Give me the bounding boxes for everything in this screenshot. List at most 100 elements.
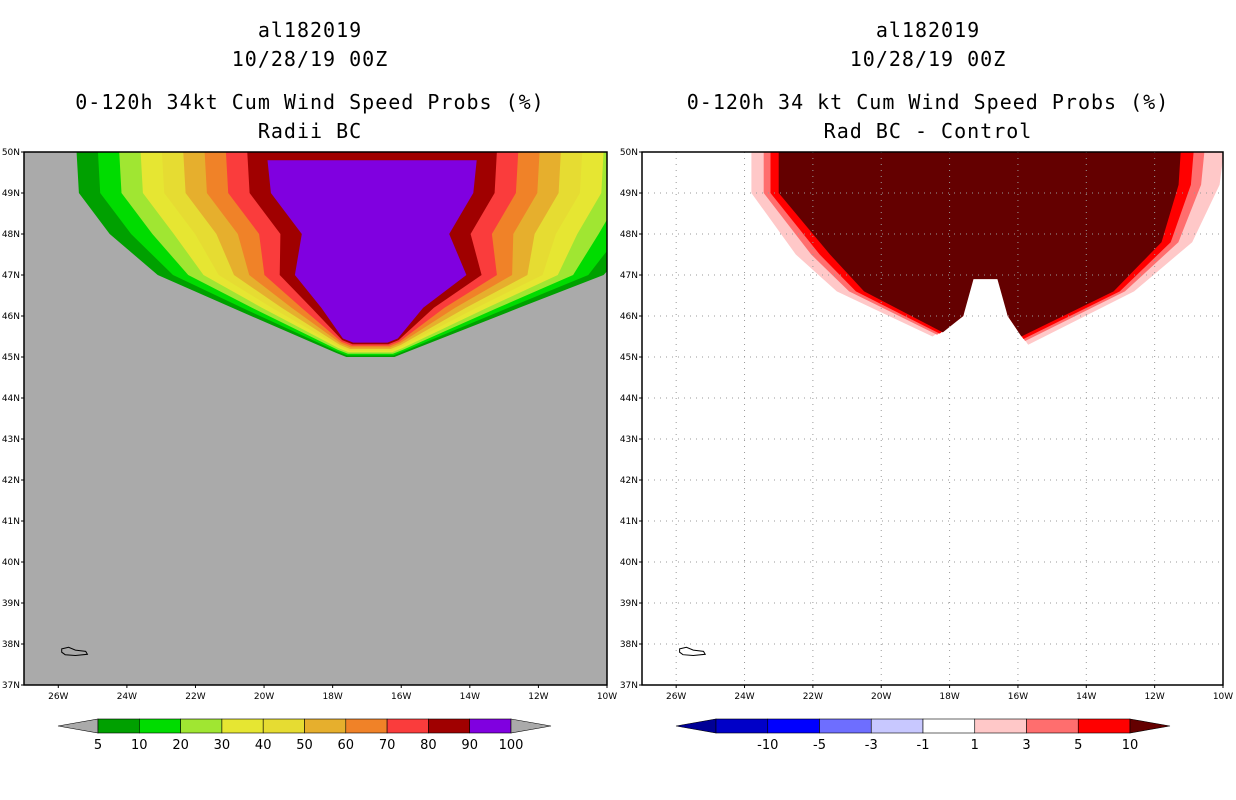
left-lon-label: 10W [597,692,617,702]
right-lat-label: 43N [620,435,638,445]
right-title: 0-120h 34 kt Cum Wind Speed Probs (%) [686,90,1170,114]
left-lat-label: 44N [2,394,20,404]
left-colorbar-label: 70 [379,738,396,753]
left-lat-label: 40N [2,558,20,568]
left-colorbar-label: 30 [214,738,231,753]
right-map-panel: 50N 49N 48N 47N 46N 45N 44N 43N 42N 41N 40N 39N 38N 3… [620,148,1233,702]
left-lat-label: 43N [2,435,20,445]
left-island-outline [61,646,89,657]
left-lat-label: 47N [2,271,20,281]
right-colorbar-swatch-4 [870,718,924,734]
right-lat-label: 46N [620,312,638,322]
right-colorbar-label: -1 [917,738,930,753]
right-colorbar-high-triangle [1129,718,1171,734]
left-subtitle: Radii BC [257,119,363,143]
right-lon-label: 22W [803,692,823,702]
left-lon-label: 12W [528,692,548,702]
left-storm-id: al182019 [257,18,363,42]
right-lat-label: 41N [620,517,638,527]
left-lat-label: 39N [2,599,20,609]
right-lat-label: 44N [620,394,638,404]
left-colorbar-label: 50 [296,738,313,753]
left-map-panel: 50N 49N 48N 47N 46N 45N 44N 43N 42N 41N 40N 39N 38N 3… [2,148,617,702]
left-colorbar: 5 10 20 30 40 50 60 70 80 90 100 [57,718,552,753]
right-colorbar-swatch-6 [974,718,1027,734]
right-colorbar-label: -3 [865,738,878,753]
right-colorbar-label: -5 [813,738,826,753]
right-probability-field [751,152,1223,345]
right-panel-header: al182019 10/28/19 00Z [630,16,1226,74]
right-datetime: 10/28/19 00Z [849,47,1007,71]
left-panel-title-block: 0-120h 34kt Cum Wind Speed Probs (%) Rad… [12,88,608,146]
right-colorbar: -10 -5 -3 -1 1 3 5 10 [675,718,1171,753]
right-colorbar-swatch-7 [1026,718,1079,734]
right-colorbar-swatch-5 [922,718,976,734]
left-map-frame [23,151,608,686]
left-colorbar-swatch-8 [386,718,429,734]
left-colorbar-label: 40 [255,738,272,753]
right-colorbar-swatch-1 [715,718,769,734]
right-lat-label: 42N [620,476,638,486]
left-colorbar-swatch-7 [345,718,388,734]
left-lon-label: 20W [254,692,274,702]
right-lon-label: 12W [1144,692,1164,702]
left-colorbar-swatch-10 [469,718,512,734]
right-lon-label: 24W [734,692,754,702]
left-colorbar-label: 60 [338,738,355,753]
left-lat-label: 50N [2,148,20,158]
left-lat-label: 42N [2,476,20,486]
right-colorbar-low-triangle [675,718,717,734]
left-lat-label: 45N [2,353,20,363]
left-lat-label: 37N [2,681,20,691]
left-lat-label: 46N [2,312,20,322]
left-colorbar-low-triangle [57,718,99,734]
left-colorbar-swatch-2 [139,718,181,734]
left-colorbar-label: 10 [131,738,148,753]
right-colorbar-label: 10 [1122,738,1139,753]
right-lat-label: 40N [620,558,638,568]
right-subtitle: Rad BC - Control [823,119,1033,143]
left-colorbar-label: 90 [461,738,478,753]
right-lon-label: 18W [939,692,959,702]
right-lon-label: 14W [1076,692,1096,702]
left-probability-field [76,152,607,357]
left-colorbar-high-triangle [510,718,552,734]
right-colorbar-swatch-2 [767,718,820,734]
right-lat-label: 49N [620,189,638,199]
left-lon-label: 22W [185,692,205,702]
left-lat-label: 41N [2,517,20,527]
left-colorbar-label: 80 [420,738,437,753]
right-lat-label: 37N [620,681,638,691]
left-colorbar-swatch-1 [97,718,140,734]
right-map-frame [641,151,1224,686]
right-lon-label: 10W [1213,692,1233,702]
right-lat-label: 45N [620,353,638,363]
left-lat-label: 48N [2,230,20,240]
right-colorbar-label: 5 [1074,738,1082,753]
left-colorbar-swatch-6 [304,718,347,734]
left-colorbar-swatch-5 [262,718,305,734]
left-colorbar-label: 5 [94,738,102,753]
left-contour-band-10 [267,160,477,343]
right-lat-label: 47N [620,271,638,281]
right-panel-title-block: 0-120h 34 kt Cum Wind Speed Probs (%) Ra… [630,88,1226,146]
right-lon-label: 26W [666,692,686,702]
right-colorbar-label: -10 [757,738,778,753]
left-panel-header: al182019 10/28/19 00Z [12,16,608,74]
right-lat-label: 50N [620,148,638,158]
left-lon-label: 18W [322,692,342,702]
left-lon-label: 26W [48,692,68,702]
right-lat-label: 39N [620,599,638,609]
right-lon-label: 16W [1008,692,1028,702]
left-colorbar-label: 20 [172,738,189,753]
left-lon-label: 14W [460,692,480,702]
left-title: 0-120h 34kt Cum Wind Speed Probs (%) [75,90,545,114]
right-difference-band-4 [778,152,1181,337]
left-colorbar-label: 100 [499,738,524,753]
left-lat-label: 38N [2,640,20,650]
left-colorbar-swatch-9 [428,718,470,734]
right-island-outline [679,646,707,657]
right-colorbar-swatch-3 [819,718,872,734]
right-lat-label: 48N [620,230,638,240]
